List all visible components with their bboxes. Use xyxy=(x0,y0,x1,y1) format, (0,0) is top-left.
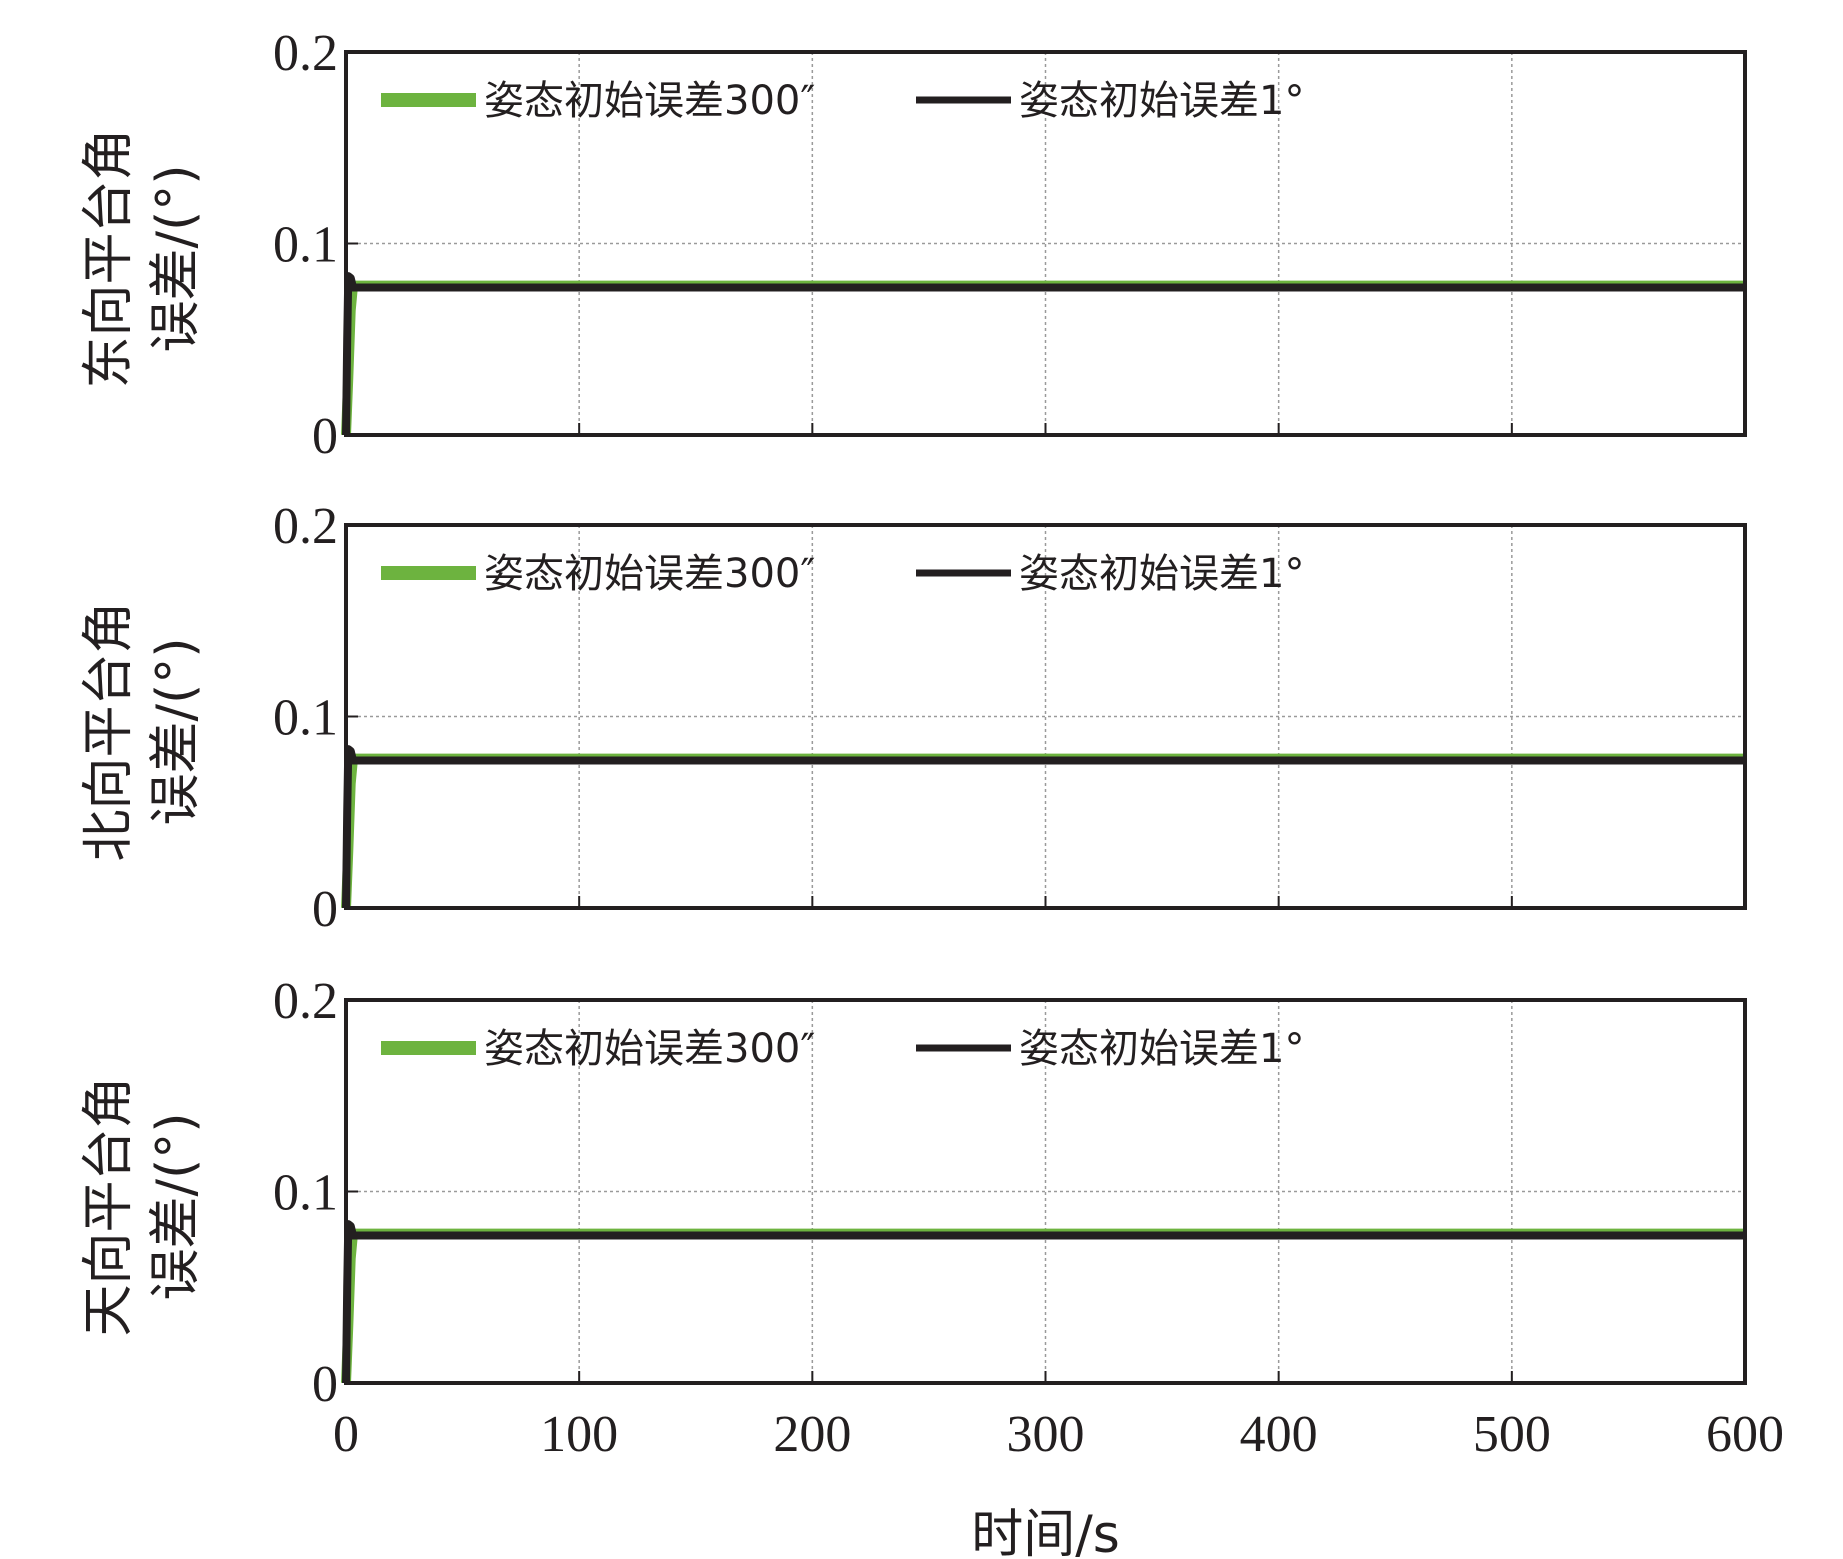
x-tick-label: 100 xyxy=(540,1406,618,1463)
y-axis-label-line: 东向平台角 xyxy=(79,128,139,388)
x-tick-label: 400 xyxy=(1240,1406,1318,1463)
legend-label: 姿态初始误差1° xyxy=(1019,78,1304,124)
legend-label: 姿态初始误差300″ xyxy=(484,551,815,597)
x-tick-label: 0 xyxy=(333,1406,359,1463)
legend-label: 姿态初始误差1° xyxy=(1019,1026,1304,1072)
x-tick-label: 500 xyxy=(1473,1406,1551,1463)
y-tick-label: 0 xyxy=(312,408,338,465)
y-tick-label: 0.1 xyxy=(273,217,338,274)
y-axis-label-line: 误差/(°) xyxy=(146,1112,206,1300)
x-axis-label: 时间/s xyxy=(971,1505,1120,1559)
y-tick-label: 0.2 xyxy=(273,973,338,1030)
y-axis-label-line: 误差/(°) xyxy=(146,164,206,352)
y-axis-label-line: 北向平台角 xyxy=(79,601,139,861)
y-tick-label: 0.2 xyxy=(273,498,338,555)
y-tick-label: 0.2 xyxy=(273,25,338,82)
x-tick-label: 200 xyxy=(773,1406,851,1463)
y-axis-label-line: 误差/(°) xyxy=(146,637,206,825)
y-tick-label: 0 xyxy=(312,881,338,938)
y-tick-label: 0.1 xyxy=(273,690,338,747)
y-tick-label: 0 xyxy=(312,1356,338,1413)
subplot-1: 0 0.1 0.2 姿态初始误差300″ 姿态初始误差1° 东向平台角 误差/(°) xyxy=(79,25,1747,465)
legend-label: 姿态初始误差300″ xyxy=(484,78,815,124)
legend-label: 姿态初始误差1° xyxy=(1019,551,1304,597)
x-tick-label: 600 xyxy=(1706,1406,1784,1463)
subplot-2: 0 0.1 0.2 姿态初始误差300″ 姿态初始误差1° 北向平台角 误差/(°) xyxy=(79,498,1747,938)
y-axis-label-line: 天向平台角 xyxy=(79,1076,139,1336)
x-tick-label: 300 xyxy=(1007,1406,1085,1463)
y-tick-label: 0.1 xyxy=(273,1165,338,1222)
legend-label: 姿态初始误差300″ xyxy=(484,1026,815,1072)
subplot-3: 0 0.1 0.2 0 100 200 300 400 500 600 姿态初始误差300″ 姿态初始… xyxy=(79,973,1784,1559)
